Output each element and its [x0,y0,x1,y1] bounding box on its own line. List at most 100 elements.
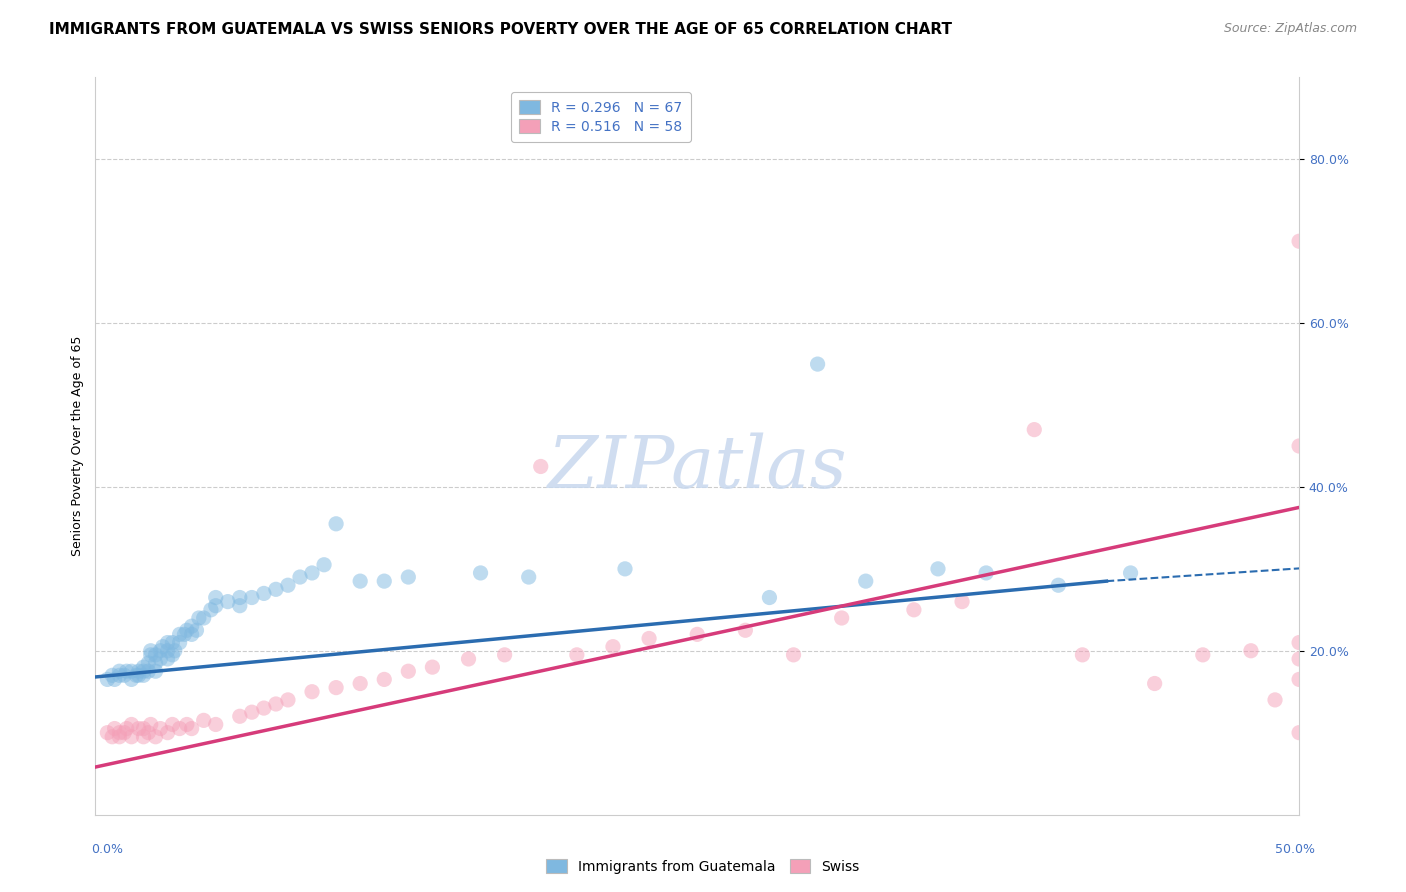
Point [349,574,371,589]
Point [139,644,162,658]
Point [1288,439,1310,453]
Point [145,665,167,679]
Point [108,665,131,679]
Point [686,627,709,641]
Text: Source: ZipAtlas.com: Source: ZipAtlas.com [1223,22,1357,36]
Point [108,668,131,682]
Point [457,652,479,666]
Point [121,673,143,687]
Point [229,709,252,723]
Point [264,582,287,597]
Point [1288,652,1310,666]
Point [112,725,135,739]
Text: ZIPatlas: ZIPatlas [547,433,846,503]
Point [176,717,198,731]
Point [128,668,150,682]
Point [831,611,853,625]
Point [734,624,756,638]
Point [470,566,492,580]
Point [277,578,299,592]
Point [180,722,202,736]
Point [1288,673,1310,687]
Point [136,665,159,679]
Point [108,725,131,739]
Text: 0.0%: 0.0% [91,843,124,856]
Point [145,730,167,744]
Point [602,640,624,654]
Point [927,562,949,576]
Point [1240,644,1263,658]
Y-axis label: Seniors Poverty Over the Age of 65: Seniors Poverty Over the Age of 65 [72,335,84,557]
Point [112,668,135,682]
Point [565,648,588,662]
Point [169,627,191,641]
Point [145,656,167,670]
Text: IMMIGRANTS FROM GUATEMALA VS SWISS SENIORS POVERTY OVER THE AGE OF 65 CORRELATIO: IMMIGRANTS FROM GUATEMALA VS SWISS SENIO… [49,22,952,37]
Point [974,566,997,580]
Point [1264,693,1286,707]
Point [104,722,127,736]
Point [1024,423,1046,437]
Point [132,722,155,736]
Point [104,673,127,687]
Point [176,624,198,638]
Point [163,644,186,658]
Point [325,516,347,531]
Point [782,648,804,662]
Point [162,717,184,731]
Point [149,722,172,736]
Text: 50.0%: 50.0% [1275,843,1315,856]
Point [758,591,780,605]
Point [240,705,263,719]
Point [1191,648,1213,662]
Point [349,676,371,690]
Point [156,635,179,649]
Point [855,574,877,589]
Point [136,725,159,739]
Point [180,627,202,641]
Point [121,717,143,731]
Point [903,603,925,617]
Point [1119,566,1142,580]
Point [1143,676,1166,690]
Point [128,665,150,679]
Point [96,673,118,687]
Point [169,722,191,736]
Point [132,665,155,679]
Point [200,603,222,617]
Point [156,652,179,666]
Point [396,665,419,679]
Point [312,558,335,572]
Point [638,632,661,646]
Point [204,599,226,613]
Point [204,717,226,731]
Point [139,648,162,662]
Point [186,624,208,638]
Point [156,644,179,658]
Point [530,459,553,474]
Point [152,640,174,654]
Point [193,611,215,625]
Legend: Immigrants from Guatemala, Swiss: Immigrants from Guatemala, Swiss [540,852,866,880]
Point [132,668,155,682]
Point [264,697,287,711]
Point [494,648,516,662]
Point [1288,725,1310,739]
Point [217,594,239,608]
Point [108,730,131,744]
Point [162,648,184,662]
Legend: R = 0.296   N = 67, R = 0.516   N = 58: R = 0.296 N = 67, R = 0.516 N = 58 [510,92,690,142]
Point [301,566,323,580]
Point [373,574,395,589]
Point [1288,635,1310,649]
Point [173,627,195,641]
Point [149,644,172,658]
Point [156,725,179,739]
Point [128,722,150,736]
Point [422,660,444,674]
Point [614,562,637,576]
Point [145,648,167,662]
Point [396,570,419,584]
Point [121,730,143,744]
Point [1047,578,1070,592]
